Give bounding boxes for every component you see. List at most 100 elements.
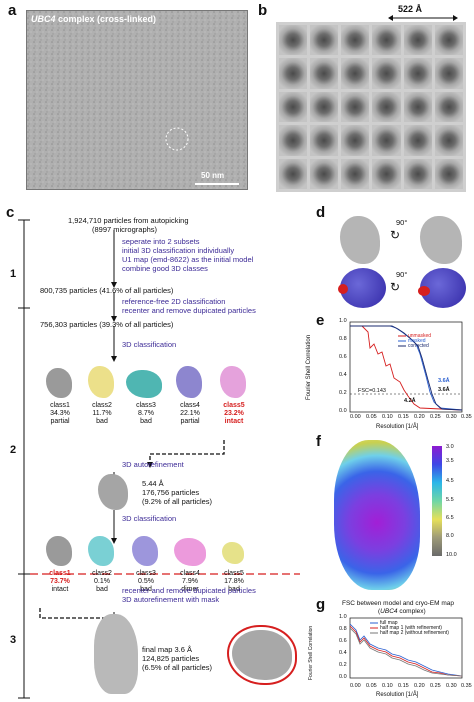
class-average-tile: [372, 25, 401, 56]
step2-block: reference-free 2D classification recente…: [122, 297, 312, 315]
fsc-x-tick: 0.10: [382, 414, 393, 420]
map-model-full-line: [349, 623, 463, 677]
class-average-tile: [372, 58, 401, 89]
map-round2-class5: [222, 542, 244, 564]
class-average-tile: [341, 91, 370, 123]
class-average-tile: [403, 25, 432, 56]
step1-block: seperate into 2 subsets initial 3D class…: [122, 237, 312, 273]
step2-line: reference-free 2D classification: [122, 297, 226, 306]
map-model-legend-half1: half map 1 (with refinement): [380, 625, 442, 631]
scale-tick: 10.0: [446, 552, 457, 558]
fsc-threshold-label: FSC=0.143: [358, 388, 386, 394]
map-model-y-tick: 1.0: [339, 614, 347, 620]
map-model-x-tick: 0.05: [366, 683, 377, 689]
class-average-tile: [279, 25, 308, 56]
stage-2-label: 2: [10, 444, 17, 456]
map-round2-class4: [174, 538, 206, 566]
scale-tick: 6.5: [446, 515, 454, 521]
map-model-x-tick: 0.20: [414, 683, 425, 689]
fsc-y-tick: 0.4: [339, 372, 347, 378]
map-model-x-tick: 0.10: [382, 683, 393, 689]
step4-label: 3D autorefinement: [122, 460, 184, 469]
class-average-tile: [310, 58, 339, 89]
micrograph-title: UBC4 complex (cross-linked): [31, 14, 157, 24]
result1-count: 800,735 particles (41.6% of all particle…: [40, 286, 174, 295]
map-model-y-tick: 0.6: [339, 638, 347, 644]
map-model-legend-half2: half map 2 (without refinement): [380, 630, 449, 636]
class-average-tile: [310, 91, 339, 123]
class-average-tile: [310, 158, 339, 189]
step6-block: recenter and remove dupicated particles …: [122, 586, 312, 604]
stage-3-label: 3: [10, 634, 17, 646]
map-model-half1-line: [349, 625, 463, 677]
class-average-tile: [372, 91, 401, 123]
final-particles: 124,825 particles: [142, 654, 200, 663]
class-average-tile: [434, 158, 463, 189]
rotation-label-1: 90°: [396, 218, 408, 227]
result2-count: 756,303 particles (39.3% of all particle…: [40, 320, 174, 329]
map-refined: [98, 474, 128, 510]
map-view-side: [420, 216, 462, 264]
fsc-y-tick: 1.0: [339, 318, 347, 324]
fsc-y-axis-label: Fourier Shell Correlation: [306, 334, 312, 400]
panel-label-g: g: [316, 596, 326, 613]
step1-line: combine good 3D classes: [122, 264, 208, 273]
fsc-y-tick: 0.2: [339, 390, 347, 396]
map-round2-class3: [132, 536, 158, 566]
class-average-tile: [434, 58, 463, 89]
step6-line: 3D autorefinement with mask: [122, 595, 220, 604]
round1-class5: class5 23.2% intact: [223, 402, 245, 425]
rotate-icon: ↻: [390, 280, 401, 294]
round2-class5: class5 17.8% bad: [224, 570, 244, 593]
class-average-tile: [279, 158, 308, 189]
class-average-tile: [310, 125, 339, 156]
fsc-x-tick: 0.20: [414, 414, 425, 420]
scale-tick: 4.5: [446, 478, 454, 484]
class-average-tile: [372, 158, 401, 189]
final-block: final map 3.6 Å 124,825 particles (6.5% …: [142, 645, 212, 672]
fsc-plot-frame: [349, 321, 463, 413]
class-average-grid: [276, 22, 466, 192]
local-resolution-map: [334, 440, 420, 590]
map-model-fsc-frame: [349, 617, 463, 679]
fsc-x-tick: 0.30: [446, 414, 457, 420]
class-average-tile: [279, 125, 308, 156]
scale-bar: [195, 183, 239, 185]
round2-class4: class4 7.9% dimer: [180, 570, 200, 593]
map-model-fsc-title: FSC between model and cryo-EM map: [342, 600, 454, 607]
fsc-corrected-line: [350, 325, 463, 411]
map-model-legend-full: full map: [380, 620, 398, 626]
fsc-x-tick: 0.15: [398, 414, 409, 420]
fsc-y-tick: 0.8: [339, 336, 347, 342]
map-final-masked: [232, 630, 292, 680]
panel-label-f: f: [316, 433, 321, 450]
refine-percent: (9.2% of all particles): [142, 497, 213, 506]
step6-line: recenter and remove dupicated particles: [122, 586, 256, 595]
class-average-tile: [403, 91, 432, 123]
fsc-legend-masked: masked: [408, 338, 426, 344]
fsc-y-tick: 0.0: [339, 408, 347, 414]
scale-tick: 8.0: [446, 533, 454, 539]
resolution-color-scale: [432, 446, 442, 556]
round1-class3: class3 8.7% bad: [136, 402, 156, 425]
autopicking-count: 1,924,710 particles from autopicking: [68, 216, 189, 225]
class-average-tile: [341, 158, 370, 189]
map-model-x-axis-label: Resolution [1/Å]: [376, 692, 419, 698]
scale-bar-label: 50 nm: [201, 171, 225, 180]
fsc-x-axis-label: Resolution [1/Å]: [376, 424, 419, 430]
map-round1-class2: [88, 366, 114, 398]
fsc-x-tick: 0.00: [350, 414, 361, 420]
step5-label: 3D classification: [122, 514, 177, 523]
map-round1-class1: [46, 368, 72, 398]
map-model-y-tick: 0.4: [339, 650, 347, 656]
rotate-icon: ↻: [390, 228, 401, 242]
panel-label-e: e: [316, 312, 325, 329]
angular-hotspot-front: [338, 284, 348, 294]
round1-class2: class2 11.7% bad: [92, 402, 112, 425]
refine-particles: 176,756 particles: [142, 488, 200, 497]
angular-hotspot-side: [418, 286, 430, 296]
panel-label-a: a: [8, 2, 17, 19]
refine-block: 5.44 Å 176,756 particles (9.2% of all pa…: [142, 479, 212, 506]
micrograph-image: UBC4 complex (cross-linked) 50 nm: [26, 10, 248, 190]
stage-1-label: 1: [10, 268, 17, 280]
